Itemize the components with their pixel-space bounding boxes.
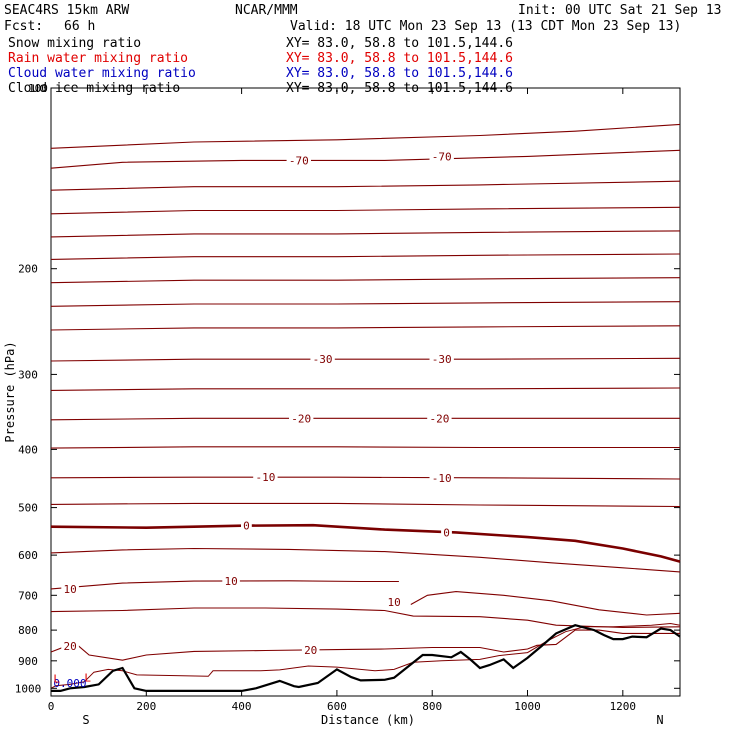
contour-label-bg [286, 154, 311, 167]
plot-contents: -70 -70 -30 -30 -20 -20 -10 -10 0 0 10 10 10 20 20 0.00… [15, 88, 681, 713]
contour-label-bg [61, 582, 79, 595]
y-tick-label: 1000 [15, 682, 42, 695]
contour-label-bg [385, 595, 403, 608]
x-tick-label: 0 [48, 700, 55, 713]
contour-label: -10 [432, 472, 452, 485]
contour-label: -30 [432, 353, 452, 366]
contour-label-bg [429, 150, 454, 163]
rain-mark: L [84, 672, 91, 685]
contour-label-bg [61, 639, 79, 652]
legend-cloud-ice-xy: XY= 83.0, 58.8 to 101.5,144.6 [286, 81, 513, 96]
y-tick-label: 200 [18, 263, 38, 276]
contour-label-bg [289, 412, 314, 425]
x-tick-label: 600 [327, 700, 347, 713]
contour-label-bg [441, 526, 452, 539]
isotherm-line [50, 417, 680, 421]
legend-cloud-water-label: Cloud water mixing ratio [8, 66, 196, 81]
y-tick-label: 400 [18, 443, 38, 456]
isotherm-line [50, 277, 681, 284]
y-tick-label: 800 [18, 624, 38, 637]
header-fcst-label: Fcst: [4, 19, 43, 34]
y-tick-label: 500 [18, 502, 38, 515]
contour-label-bg [310, 353, 335, 366]
header-org: NCAR/MMM [235, 3, 298, 18]
contour-label-bg [429, 471, 454, 484]
isotherm-line [50, 629, 680, 661]
contour-label: -10 [255, 471, 275, 484]
legend-snow-xy: XY= 83.0, 58.8 to 101.5,144.6 [286, 36, 513, 51]
isotherm-line [50, 123, 681, 149]
contour-label: 20 [304, 644, 317, 657]
x-end-label-south: S [82, 713, 89, 727]
isotherm-line [50, 180, 681, 191]
contour-label: -20 [291, 412, 311, 425]
header-valid: Valid: 18 UTC Mon 23 Sep 13 (13 CDT Mon … [290, 19, 681, 34]
x-end-label-north: N [656, 713, 663, 727]
isotherm-line [50, 387, 681, 391]
x-tick-label: 200 [136, 700, 156, 713]
y-tick-label: 900 [18, 655, 38, 668]
rain-mark: L [53, 673, 60, 686]
contour-label: -70 [432, 150, 452, 163]
y-tick-label: 300 [18, 368, 38, 381]
header-model: SEAC4RS 15km ARW [4, 3, 129, 18]
y-tick-label: 700 [18, 589, 38, 602]
contour-label-bg [427, 412, 452, 425]
contour-label-bg [429, 353, 454, 366]
isotherm-line [50, 476, 681, 480]
isotherm-line [50, 357, 681, 362]
x-tick-label: 1000 [514, 700, 541, 713]
contour-label: 10 [63, 583, 76, 596]
isotherm-line [50, 523, 681, 563]
contour-label: -70 [289, 154, 309, 167]
isotherm-line [50, 446, 680, 449]
isotherm-line [410, 591, 681, 616]
contour-label: 10 [387, 596, 400, 609]
y-axis-title: Pressure (hPa) [3, 341, 17, 442]
contour-label: 0 [443, 526, 450, 539]
isotherm-line [50, 149, 681, 169]
x-tick-label: 1200 [610, 700, 637, 713]
isotherm-line [50, 230, 681, 238]
y-tick-label-top: 100 [28, 82, 48, 95]
legend-rain-xy: XY= 83.0, 58.8 to 101.5,144.6 [286, 51, 513, 66]
terrain-line [51, 624, 681, 692]
header-init: Init: 00 UTC Sat 21 Sep 13 [518, 3, 722, 18]
cloud-water-label: 0.000 [53, 677, 86, 690]
x-tick-label: 400 [232, 700, 252, 713]
x-axis-title: Distance (km) [321, 713, 415, 727]
isotherm-line [50, 253, 681, 260]
contour-label: 20 [63, 640, 76, 653]
near-surface-contour [50, 622, 681, 689]
isotherm-line [50, 325, 681, 331]
contour-label-bg [222, 575, 240, 588]
x-tick-label: 800 [422, 700, 442, 713]
isotherm-line [50, 547, 681, 573]
contour-label: 10 [224, 575, 237, 588]
contour-label-bg [253, 471, 278, 484]
y-tick-label: 600 [18, 549, 38, 562]
legend-rain-label: Rain water mixing ratio [8, 51, 188, 66]
header-fcst-value: 66 h [64, 19, 95, 34]
isotherm-line [50, 206, 681, 215]
contour-label-bg [241, 519, 252, 532]
legend-snow-label: Snow mixing ratio [8, 36, 141, 51]
isotherm-line [50, 502, 681, 508]
contour-label: 0 [243, 520, 250, 533]
legend-cloud-water-xy: XY= 83.0, 58.8 to 101.5,144.6 [286, 66, 513, 81]
contour-label: -20 [429, 412, 449, 425]
legend-cloud-ice-label: Cloud ice mixing ratio [8, 81, 180, 96]
isotherm-line [50, 301, 681, 307]
contour-label-bg [301, 644, 320, 657]
plot-frame [50, 87, 681, 697]
isotherm-line [50, 607, 681, 629]
contour-label: -30 [313, 353, 333, 366]
isotherm-line [50, 580, 399, 590]
